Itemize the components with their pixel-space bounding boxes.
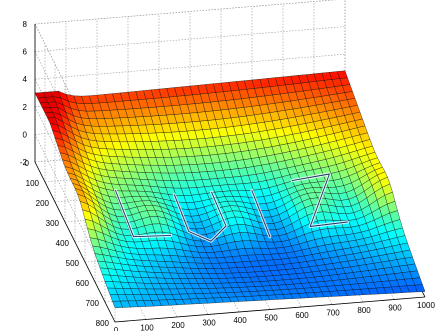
letter-stroke bbox=[291, 173, 348, 227]
x-tick-label: 100 bbox=[140, 324, 154, 331]
z-tick-label: 2 bbox=[23, 103, 28, 112]
y-tick-label: 800 bbox=[96, 319, 110, 328]
y-tick-label: 600 bbox=[76, 279, 90, 288]
x-tick-label: 1000 bbox=[417, 301, 435, 310]
z-tick-label: 8 bbox=[23, 20, 28, 29]
grid-line bbox=[34, 26, 346, 52]
y-tick-label: 0 bbox=[25, 159, 30, 168]
y-tick-label: 100 bbox=[26, 179, 40, 188]
y-tick-label: 200 bbox=[36, 199, 50, 208]
y-tick-label: 500 bbox=[66, 259, 80, 268]
grid-line bbox=[34, 53, 346, 80]
letter-stroke bbox=[115, 190, 172, 238]
x-tick-label: 600 bbox=[295, 311, 309, 320]
x-axis-line bbox=[114, 296, 426, 323]
y-tick-label: 400 bbox=[56, 239, 70, 248]
x-tick-label: 200 bbox=[171, 321, 185, 330]
x-tick-label: 700 bbox=[326, 309, 340, 318]
x-tick-label: 800 bbox=[357, 306, 371, 315]
z-tick-label: 4 bbox=[23, 75, 28, 84]
letter-stroke bbox=[251, 190, 271, 238]
letter-stroke bbox=[173, 191, 227, 242]
z-tick-label: 6 bbox=[23, 48, 28, 57]
box-edge bbox=[34, 0, 337, 25]
z-tick-label: 0 bbox=[23, 130, 28, 139]
letters-outline bbox=[113, 172, 349, 243]
x-tick-label: 300 bbox=[202, 319, 216, 328]
x-tick-label: 400 bbox=[233, 316, 247, 325]
y-tick-label: 700 bbox=[86, 299, 100, 308]
surface-mesh bbox=[34, 70, 426, 308]
x-tick-label: 900 bbox=[388, 304, 402, 313]
x-tick-label: 500 bbox=[264, 314, 278, 323]
z-tick-label: -2 bbox=[20, 158, 28, 167]
x-tick-label: 0 bbox=[114, 326, 119, 331]
y-tick-label: 300 bbox=[46, 219, 60, 228]
y-axis-line bbox=[34, 161, 116, 323]
surface-cell bbox=[414, 284, 426, 293]
